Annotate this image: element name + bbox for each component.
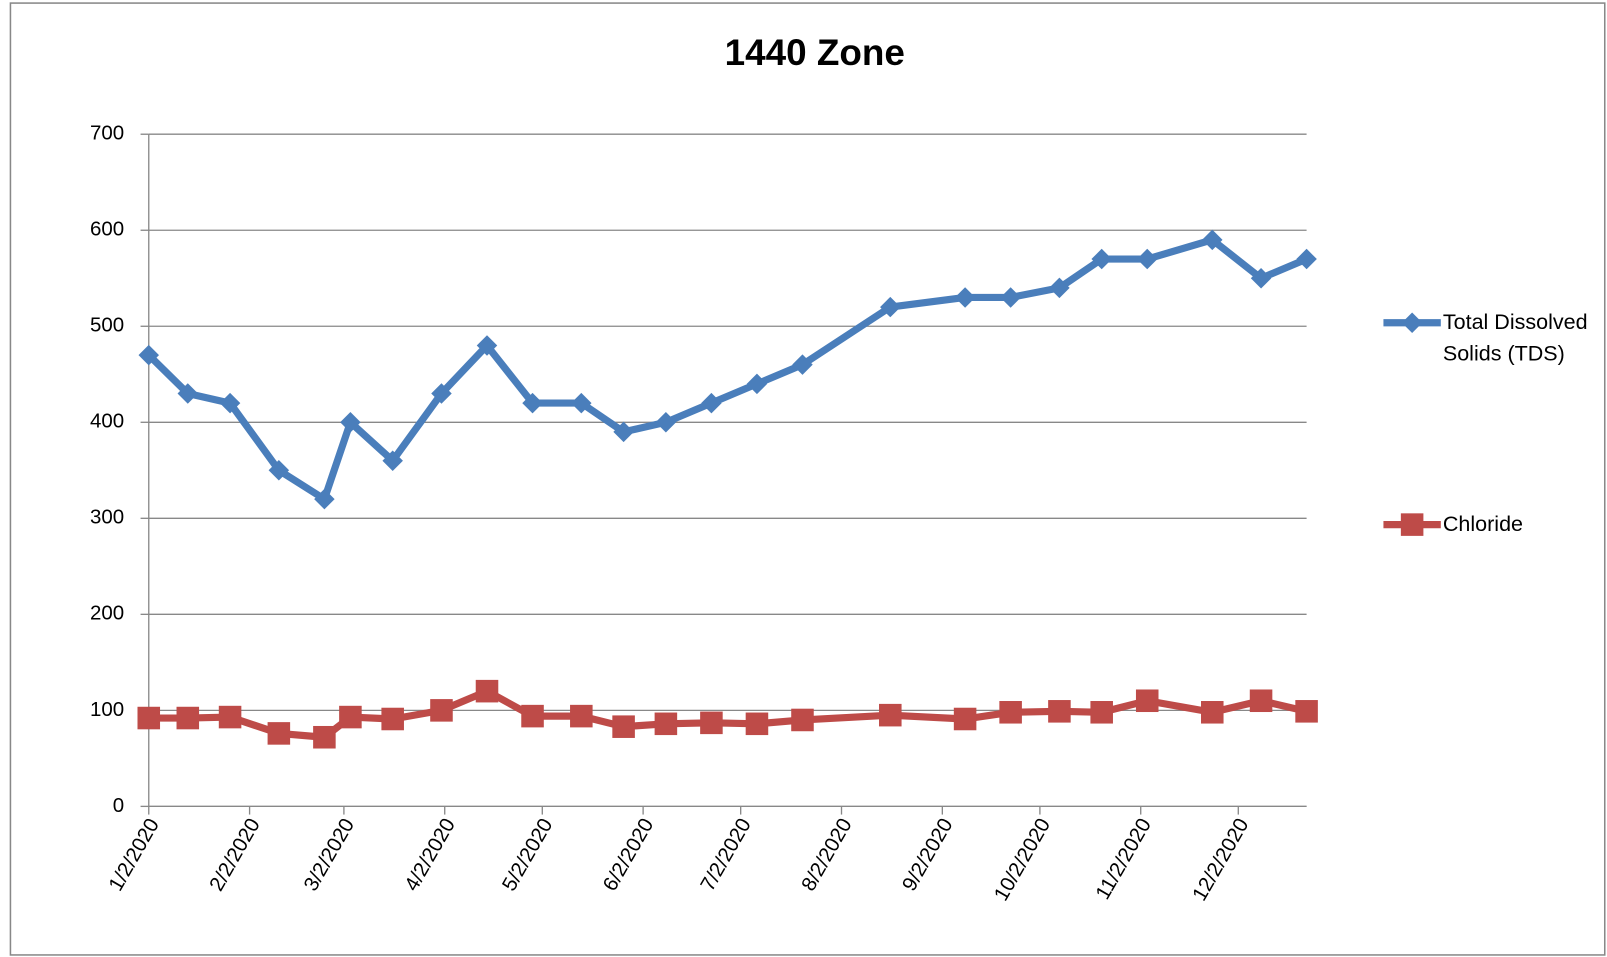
data-point (381, 707, 404, 731)
data-point (430, 699, 453, 722)
data-point (701, 392, 722, 414)
data-point (1091, 248, 1112, 270)
data-point (879, 703, 902, 727)
data-point (382, 450, 403, 471)
data-point (791, 708, 814, 732)
data-point (267, 722, 291, 745)
data-point (314, 488, 335, 510)
legend-entry: Total Dissolved Solids (TDS) (1442, 310, 1588, 366)
data-point (999, 701, 1022, 724)
data-point (177, 383, 199, 404)
y-tick-label: 500 (90, 314, 124, 337)
data-point (1296, 248, 1317, 270)
data-point (1000, 287, 1021, 308)
y-tick-label: 100 (90, 698, 124, 721)
legend-label: Chloride (1442, 512, 1524, 536)
data-point (475, 679, 499, 703)
data-point (953, 707, 977, 731)
data-point (613, 421, 634, 443)
legend-marker (1400, 513, 1424, 536)
data-point (268, 460, 290, 481)
data-point (339, 705, 362, 729)
data-point (218, 705, 242, 729)
data-point (1201, 701, 1224, 724)
data-point (880, 296, 901, 318)
data-point (792, 354, 813, 375)
data-point (570, 704, 593, 728)
data-point (746, 373, 768, 395)
data-point (655, 412, 677, 433)
chart-title: 1440 Zone (725, 32, 905, 73)
y-tick-label: 600 (90, 218, 124, 241)
data-point (476, 335, 498, 356)
legend-label: Total Dissolved Solids (TDS) (1442, 310, 1588, 366)
data-point (313, 725, 336, 749)
y-tick-label: 400 (90, 410, 124, 433)
data-point (1295, 700, 1318, 723)
y-tick-label: 300 (90, 506, 124, 529)
data-point (654, 712, 678, 736)
data-point (1048, 700, 1071, 723)
y-tick-label: 200 (90, 602, 124, 625)
data-point (700, 711, 723, 735)
data-point (1135, 689, 1159, 713)
data-point (176, 706, 200, 730)
data-point (137, 706, 161, 730)
y-tick-label: 0 (113, 794, 124, 817)
legend-entry: Chloride (1442, 512, 1524, 536)
data-point (1090, 701, 1113, 724)
data-point (612, 715, 635, 738)
data-point (219, 392, 241, 414)
data-point (1250, 268, 1272, 289)
chart-border (9, 2, 1606, 956)
data-point (431, 383, 452, 404)
data-point (1249, 689, 1273, 713)
data-point (1049, 277, 1070, 299)
y-tick-label: 700 (90, 122, 124, 145)
data-point (521, 704, 544, 728)
data-point (1136, 248, 1158, 270)
data-point (745, 712, 769, 736)
legend-marker (1401, 312, 1423, 334)
